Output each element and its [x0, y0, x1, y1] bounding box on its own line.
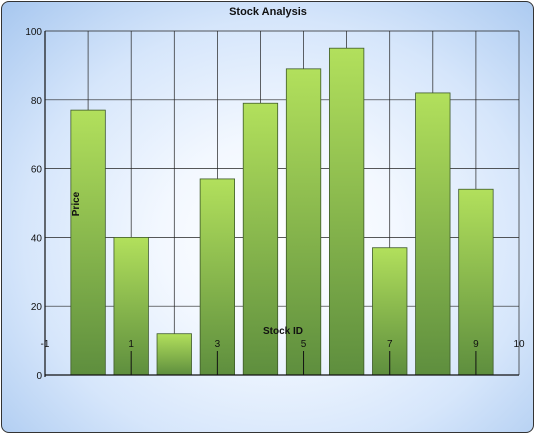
bar: [458, 188, 494, 376]
bar: [199, 178, 236, 376]
x-tick-label: 5: [301, 339, 307, 350]
bars: [70, 47, 494, 376]
y-tick-label: 0: [36, 371, 42, 382]
bar: [285, 68, 322, 376]
chart-title: Stock Analysis: [229, 6, 307, 18]
y-axis-label: Price: [71, 191, 82, 216]
y-tick-label: 60: [31, 165, 43, 176]
x-axis-label: Stock ID: [263, 326, 303, 337]
bar: [156, 333, 192, 376]
bar: [70, 109, 106, 376]
y-tick-label: 20: [31, 302, 43, 313]
x-tick-label: 7: [387, 339, 393, 350]
y-tick-label: 40: [31, 233, 43, 244]
bar: [328, 47, 365, 376]
bar: [242, 102, 279, 376]
x-tick-label: 1: [128, 339, 134, 350]
y-tick-label: 100: [25, 27, 42, 38]
x-tick-label: 9: [473, 339, 479, 350]
bar: [415, 92, 451, 376]
x-tick-label: -1: [41, 339, 50, 350]
x-tick-label: 10: [513, 339, 525, 350]
axes: 0 20 40 60 80 100 -1 1 3 5 7 9 10: [25, 27, 525, 382]
y-tick-label: 80: [31, 96, 43, 107]
x-tick-label: 3: [215, 339, 221, 350]
